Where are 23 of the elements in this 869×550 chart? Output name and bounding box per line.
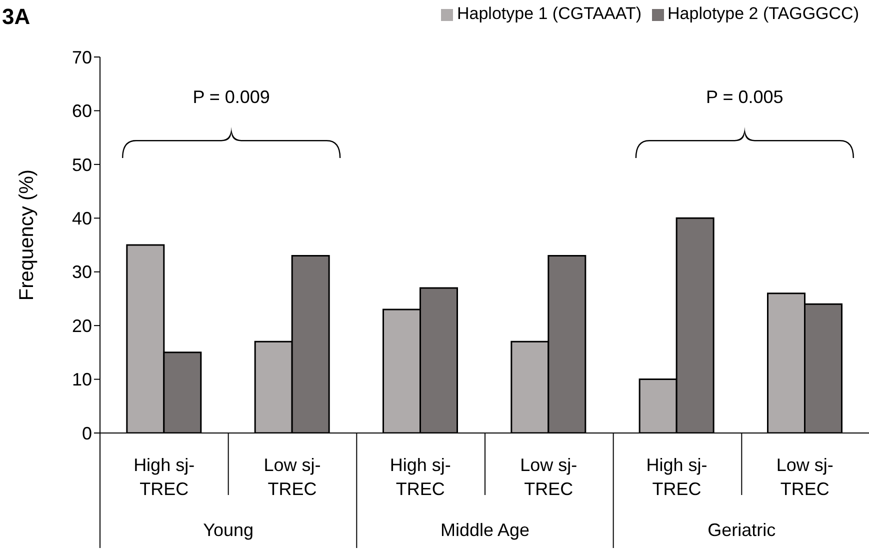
annotation: P = 0.009 — [192, 87, 270, 107]
annotation: P = 0.005 — [706, 87, 784, 107]
x-tick-label: Low sj-TREC — [264, 455, 321, 499]
y-tick-label: 30 — [72, 262, 92, 282]
x-tick-label: High sj-TREC — [390, 455, 451, 499]
x-tick-label: Low sj-TREC — [520, 455, 578, 499]
text: Middle Age — [440, 520, 530, 540]
text: Geriatric — [708, 520, 776, 540]
legend-label: Haplotype 2 (TAGGGCC) — [668, 4, 859, 23]
x-tick-label: Low sj-TREC — [776, 455, 834, 499]
y-tick-label: 60 — [72, 101, 92, 122]
x-tick-label: High sj-TREC — [134, 455, 195, 499]
y-tick-label: 40 — [72, 208, 92, 229]
text: Young — [203, 520, 254, 540]
y-tick-label: 20 — [72, 316, 92, 336]
legend-label: Haplotype 1 (CGTAAAT) — [456, 4, 642, 23]
y-tick-label: 50 — [72, 154, 92, 175]
y-tick-label: 10 — [72, 370, 92, 390]
y-axis-title: Frequency (%) — [16, 169, 38, 301]
y-tick-label: 70 — [72, 47, 92, 68]
y-tick-label: 0 — [82, 423, 92, 444]
chart-title: 3A — [2, 4, 30, 29]
x-tick-label: High sj-TREC — [646, 455, 708, 499]
